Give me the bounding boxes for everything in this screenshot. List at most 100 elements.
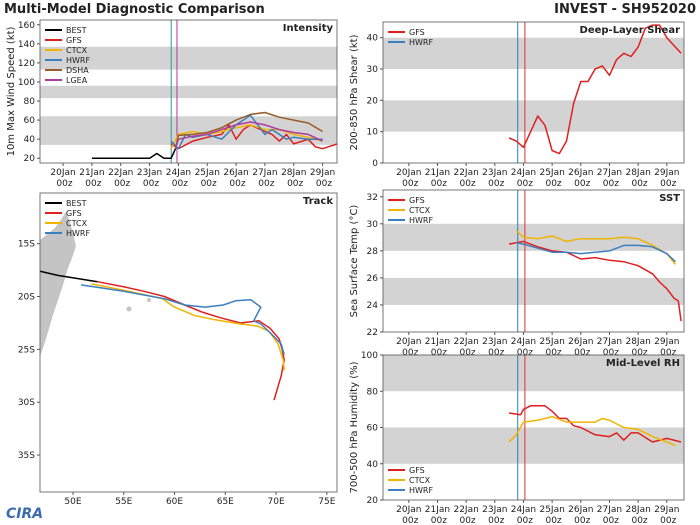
plot-background (383, 190, 684, 332)
band (383, 355, 684, 392)
plot-frame (382, 189, 685, 333)
island (126, 306, 132, 312)
x-tick-label: 29Jan 00z (654, 505, 679, 525)
legend-label: CTCX (409, 476, 431, 485)
page-title: Multi-Model Diagnostic Comparison (4, 2, 265, 17)
x-tick-label: 20Jan 00z (396, 337, 421, 358)
y-tick-label: 40 (367, 34, 379, 44)
legend-label: HWRF (409, 38, 433, 47)
legend-label: GFS (66, 209, 82, 218)
x-tick-label: 75E (318, 497, 335, 507)
series-line (40, 270, 98, 283)
y-tick-label: 35S (18, 451, 35, 461)
x-tick-label: 23Jan 00z (137, 168, 162, 189)
x-tick-label: 27Jan 00z (597, 337, 622, 358)
x-tick-label: 50E (64, 497, 81, 507)
y-tick-label: 30S (18, 398, 35, 408)
x-tick-label: 26Jan 00z (568, 168, 593, 189)
y-tick-label: 60 (24, 116, 36, 126)
y-tick-label: 10 (367, 128, 379, 138)
y-tick-label: 60 (367, 424, 379, 434)
legend-label: GFS (409, 28, 425, 37)
x-tick-label: 70E (268, 497, 285, 507)
x-tick-label: 22Jan 00z (453, 505, 478, 525)
series-line (508, 405, 682, 443)
legend-label: GFS (409, 196, 425, 205)
series-line (80, 284, 285, 355)
plot-frame (39, 192, 338, 493)
y-tick-label: 20S (18, 293, 35, 303)
y-tick-label: 0 (372, 159, 378, 169)
plot-background (40, 193, 337, 492)
y-tick-label: 22 (367, 328, 378, 338)
plot-area (383, 190, 684, 332)
y-tick-label: 40 (24, 135, 36, 145)
x-tick-label: 25Jan 00z (195, 168, 220, 189)
legend-label: BEST (66, 26, 87, 35)
y-tick-label: 100 (361, 351, 378, 361)
y-tick-label: 28 (367, 247, 379, 257)
x-tick-label: 28Jan 00z (281, 168, 306, 189)
series-line (174, 121, 323, 149)
y-tick-label: 15S (18, 240, 35, 250)
plot-frame (382, 21, 685, 164)
x-tick-label: 28Jan 00z (625, 168, 650, 189)
band (40, 85, 337, 99)
x-tick-label: 27Jan 00z (252, 168, 277, 189)
x-tick-label: 20Jan 00z (396, 168, 421, 189)
x-tick-label: 21Jan 00z (425, 337, 450, 358)
y-tick-label: 20 (24, 154, 36, 164)
series-line (170, 124, 337, 150)
series-line (508, 24, 682, 155)
x-tick-label: 25Jan 00z (539, 505, 564, 525)
legend-label: CTCX (409, 206, 431, 215)
x-tick-label: 24Jan 00z (166, 168, 191, 189)
x-tick-label: 29Jan 00z (654, 337, 679, 358)
x-tick-label: 25Jan 00z (539, 168, 564, 189)
y-axis-label: Sea Surface Temp (°C) (349, 205, 360, 318)
x-tick-label: 27Jan 00z (597, 505, 622, 525)
y-axis-label: 10m Max Wind Speed (kt) (6, 26, 17, 156)
panel: 15S 20S 25S 30S 35S 50E 55E 60E 65E 70E 75E Track BE… (18, 192, 338, 507)
island (147, 298, 151, 302)
x-tick-label: 23Jan 00z (482, 337, 507, 358)
x-tick-label: 24Jan 00z (511, 337, 536, 358)
legend-label: HWRF (409, 216, 433, 225)
band (40, 46, 337, 70)
x-tick-label: 65E (217, 497, 234, 507)
y-tick-label: 80 (24, 97, 36, 107)
y-tick-label: 140 (18, 40, 35, 50)
panel-title: Track (303, 196, 333, 207)
x-tick-label: 60E (166, 497, 183, 507)
y-tick-label: 30 (367, 65, 379, 75)
series-line (515, 230, 676, 265)
series-line (97, 280, 285, 401)
legend-label: GFS (409, 466, 425, 475)
x-tick-label: 26Jan 00z (223, 168, 248, 189)
y-tick-label: 160 (18, 21, 35, 31)
series-line (516, 241, 676, 263)
x-tick-label: 24Jan 00z (511, 505, 536, 525)
y-axis-label: 200-850 hPa Shear (kt) (349, 34, 360, 150)
plot-area (40, 193, 337, 492)
storm-id: INVEST - SH952020 (554, 2, 696, 17)
y-axis-label: 700-500 hPa Humidity (%) (349, 361, 360, 493)
legend-label: CTCX (66, 219, 88, 228)
legend-label: DSHA (66, 66, 89, 75)
plot-area (383, 22, 684, 163)
legend-label: GFS (66, 36, 82, 45)
plot-area (383, 355, 684, 500)
x-tick-label: 23Jan 00z (482, 168, 507, 189)
x-tick-label: 29Jan 00z (310, 168, 335, 189)
y-tick-label: 100 (18, 78, 35, 88)
y-tick-label: 20 (367, 496, 379, 506)
legend-label: HWRF (66, 56, 90, 65)
panel-title: Intensity (283, 23, 334, 34)
y-tick-label: 20 (367, 96, 379, 106)
logo: CIRA (6, 506, 43, 522)
land (40, 212, 76, 356)
x-tick-label: 22Jan 00z (108, 168, 133, 189)
y-tick-label: 120 (18, 59, 35, 69)
